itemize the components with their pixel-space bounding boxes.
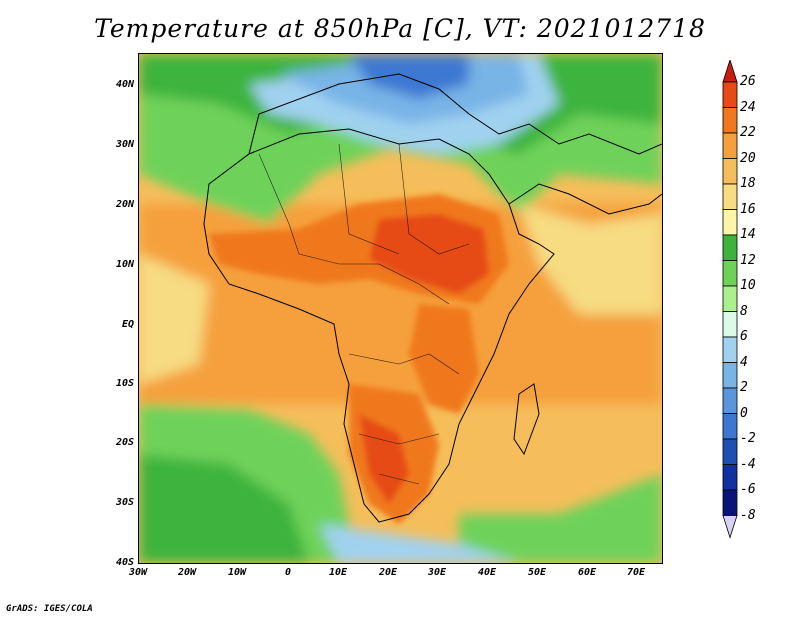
colorbar-label: 4 xyxy=(740,354,748,370)
colorbar-label: 8 xyxy=(740,303,748,319)
colorbar-label: 24 xyxy=(740,99,756,115)
lat-label-30n: 30N xyxy=(115,139,134,150)
lon-label-50e: 50E xyxy=(527,567,547,578)
lat-label-10s: 10S xyxy=(115,378,134,389)
colorbar-swatch xyxy=(722,158,738,185)
lat-label-eq: EQ xyxy=(121,319,134,330)
lat-label-40n: 40N xyxy=(115,79,134,90)
field-6-south xyxy=(319,524,519,563)
lon-label-30e: 30E xyxy=(427,567,447,578)
africa-outline xyxy=(203,128,555,523)
lat-label-40s: 40S xyxy=(115,557,134,568)
colorbar-swatch xyxy=(722,81,738,108)
colorbar-label: 26 xyxy=(740,74,756,89)
colorbar-swatch xyxy=(722,234,738,261)
colorbar-label: 0 xyxy=(740,405,748,421)
border-6 xyxy=(358,433,440,445)
lon-label-30w: 30W xyxy=(128,567,148,578)
colorbar-swatch xyxy=(722,489,738,516)
temperature-map xyxy=(138,53,663,564)
lat-label-20n: 20N xyxy=(115,199,134,210)
colorbar-label: 16 xyxy=(740,201,756,217)
colorbar-label: 14 xyxy=(740,227,756,242)
field-22-east xyxy=(409,304,479,414)
lat-label-30s: 30S xyxy=(115,497,134,508)
border-7 xyxy=(378,473,420,485)
colorbar-label: 22 xyxy=(740,125,756,140)
field-12-southwest xyxy=(139,454,309,563)
colorbar-swatch xyxy=(722,311,738,338)
lon-label-40e: 40E xyxy=(477,567,497,578)
arabia-outline xyxy=(508,183,662,215)
lon-label-70e: 70E xyxy=(626,567,646,578)
borders xyxy=(258,143,470,485)
coastlines xyxy=(203,73,662,523)
field-10-southeast xyxy=(459,474,662,563)
med-outline xyxy=(248,73,662,155)
lon-label-20w: 20W xyxy=(177,567,197,578)
field-0-med xyxy=(349,54,469,99)
colorbar-swatch xyxy=(722,387,738,414)
colorbar-label: -8 xyxy=(740,507,756,523)
colorbar-swatch xyxy=(722,285,738,312)
colorbar-arrow-bottom xyxy=(722,515,738,539)
field-24-kalahari xyxy=(359,414,409,504)
lon-label-10e: 10E xyxy=(328,567,348,578)
field-16-atlantic xyxy=(139,254,209,384)
colorbar-swatch xyxy=(722,132,738,159)
border-3 xyxy=(398,143,470,255)
colorbar-label: 12 xyxy=(740,252,756,268)
border-4 xyxy=(298,253,450,305)
lat-label-10n: 10N xyxy=(115,259,134,270)
colorbar-swatch xyxy=(722,413,738,440)
colorbar-swatch xyxy=(722,438,738,465)
colorbar-label: 6 xyxy=(740,329,748,344)
colorbar-swatch xyxy=(722,336,738,363)
colorbar-swatch xyxy=(722,107,738,134)
border-5 xyxy=(348,353,460,375)
lat-label-20s: 20S xyxy=(115,437,134,448)
madagascar-outline xyxy=(513,383,540,456)
colorbar-label: 20 xyxy=(740,150,756,166)
colorbar-label: -2 xyxy=(740,431,756,446)
lon-label-60e: 60E xyxy=(577,567,597,578)
border-2 xyxy=(338,143,400,255)
colorbar xyxy=(722,60,738,539)
colorbar-swatch xyxy=(722,464,738,491)
border-1 xyxy=(258,153,300,255)
colorbar-swatch xyxy=(722,260,738,287)
colorbar-label: 2 xyxy=(740,380,748,395)
field-16-arabian xyxy=(519,204,662,314)
map-svg xyxy=(139,54,662,563)
colorbar-swatch xyxy=(722,183,738,210)
colorbar-swatch xyxy=(722,209,738,236)
colorbar-swatch xyxy=(722,362,738,389)
credit-text: GrADS: IGES/COLA xyxy=(6,604,93,614)
colorbar-label: -4 xyxy=(740,456,756,472)
chart-title: Temperature at 850hPa [C], VT: 202101271… xyxy=(94,14,706,43)
colorbar-label: 10 xyxy=(740,278,756,293)
colorbar-label: 18 xyxy=(740,176,756,191)
lon-label-10w: 10W xyxy=(227,567,247,578)
lon-label-0: 0 xyxy=(284,567,292,578)
lon-label-20e: 20E xyxy=(378,567,398,578)
colorbar-label: -6 xyxy=(740,482,756,497)
colorbar-arrow-top xyxy=(722,60,738,83)
